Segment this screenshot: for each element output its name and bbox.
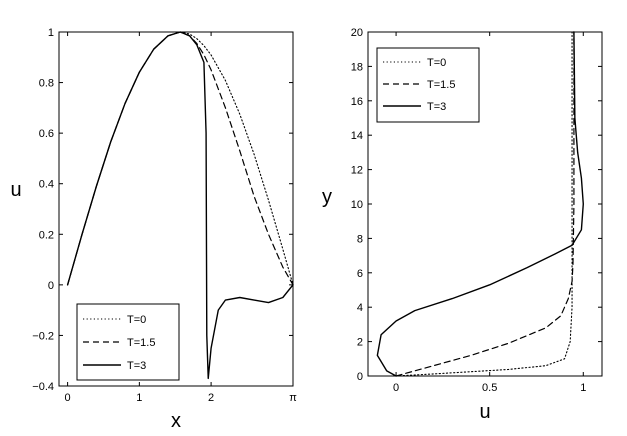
left-x-tick-label: 2: [208, 392, 214, 404]
left-y-tick-label: 1: [48, 27, 54, 39]
left-y-tick-label: 0.8: [39, 78, 54, 90]
left-x-tick-labels: 0 1 2 π: [65, 392, 298, 404]
left-legend-label: T=0: [127, 314, 146, 326]
left-y-tick-labels: −0.4 −0.2 0 0.2 0.4 0.6 0.8 1: [32, 27, 54, 393]
right-y-tick-label: 10: [351, 199, 363, 211]
right-x-tick-label: 0: [393, 382, 399, 394]
left-legend-box: [76, 303, 180, 381]
left-y-tick-label: −0.4: [32, 381, 54, 393]
left-y-tick-label: 0.2: [39, 229, 54, 241]
right-y-tick-label: 2: [357, 337, 363, 349]
left-y-tick-label: 0.4: [39, 179, 54, 191]
right-x-axis-label: u: [479, 401, 490, 423]
right-y-tick-label: 12: [351, 165, 363, 177]
left-legend: T=0 T=1.5 T=3: [76, 303, 180, 381]
right-legend-label: T=1.5: [427, 79, 455, 91]
right-x-tick-labels: 0 0.5 1: [393, 382, 586, 394]
left-ticks: [59, 31, 294, 387]
right-y-tick-label: 18: [351, 61, 363, 73]
right-y-tick-label: 0: [357, 371, 363, 383]
left-x-tick-label: π: [289, 392, 297, 404]
right-y-tick-label: 8: [357, 233, 363, 245]
right-x-tick-label: 1: [580, 382, 586, 394]
right-y-tick-label: 6: [357, 268, 363, 280]
left-series-line-solid: [66, 31, 294, 380]
left-y-axis-label: u: [10, 179, 21, 201]
left-legend-label: T=1.5: [127, 337, 155, 349]
right-y-axis-label: y: [322, 186, 332, 208]
right-legend-box: [376, 47, 480, 123]
right-y-tick-label: 14: [351, 130, 363, 142]
left-legend-label: T=3: [127, 360, 146, 372]
left-y-tick-label: 0: [48, 280, 54, 292]
right-y-tick-label: 16: [351, 96, 363, 108]
left-x-axis-label: x: [171, 410, 181, 432]
right-y-tick-label: 20: [351, 27, 363, 39]
right-y-tick-label: 4: [357, 302, 363, 314]
left-series-line-dashed: [67, 31, 294, 286]
right-series-line-dashed: [395, 31, 575, 377]
left-x-tick-label: 1: [136, 392, 142, 404]
right-series-line-dotted: [395, 31, 573, 377]
left-plot-frame: [58, 31, 294, 387]
left-series-group: [66, 31, 294, 380]
right-legend: T=0 T=1.5 T=3: [376, 47, 480, 123]
left-y-tick-label: 0.6: [39, 128, 54, 140]
right-legend-label: T=0: [427, 57, 446, 69]
right-x-tick-label: 0.5: [482, 382, 497, 394]
left-x-tick-label: 0: [65, 392, 71, 404]
right-series-group: [376, 31, 584, 377]
left-y-tick-label: −0.2: [32, 330, 54, 342]
right-ticks: [368, 31, 602, 377]
right-series-line-solid: [376, 31, 584, 377]
right-legend-label: T=3: [427, 101, 446, 113]
left-plot: 0 1 2 π −0.4 −0.2 0 0.2 0.4 0.6 0.8 1 x u T=0 T=1.5…: [10, 27, 297, 432]
left-series-line-dotted: [67, 31, 294, 286]
right-y-tick-labels: 0 2 4 6 8 10 12 14 16 18 20: [351, 27, 363, 383]
